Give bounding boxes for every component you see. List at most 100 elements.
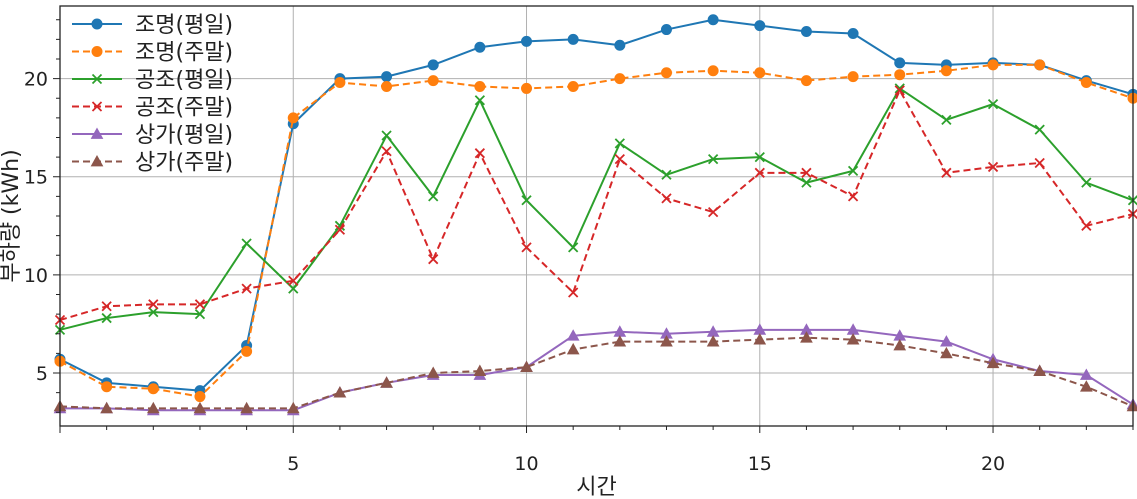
series-layer [53, 14, 1137, 416]
data-point [241, 283, 252, 294]
series-1 [54, 59, 1137, 403]
data-point [567, 33, 579, 45]
data-point [800, 26, 812, 38]
legend-marker [91, 18, 103, 30]
marker-stroke [661, 169, 672, 180]
data-point [1079, 380, 1093, 392]
data-point [847, 165, 859, 176]
legend-item: 조명(평일) [72, 13, 233, 38]
data-point [521, 195, 532, 206]
series-3 [54, 85, 1137, 326]
data-point [800, 75, 812, 87]
marker-stroke [91, 101, 103, 112]
data-point [474, 95, 486, 106]
data-point [521, 82, 533, 94]
data-point [521, 35, 533, 47]
data-point [754, 20, 766, 32]
legend-label: 조명(주말) [135, 41, 233, 66]
marker-stroke [334, 220, 346, 231]
data-point [847, 191, 859, 202]
data-point [334, 77, 346, 89]
x-tick-label: 15 [748, 453, 772, 475]
marker-stroke [801, 167, 812, 178]
data-point [381, 80, 393, 92]
marker-stroke [474, 148, 486, 159]
data-point [568, 287, 579, 298]
marker-stroke [91, 73, 103, 85]
data-point [987, 161, 999, 173]
marker-stroke [288, 283, 299, 294]
legend-item: 공조(주말) [72, 96, 233, 121]
marker-stroke [847, 191, 859, 202]
data-point [894, 69, 906, 81]
data-point [1081, 220, 1092, 231]
data-point [428, 254, 439, 265]
marker-stroke [148, 299, 159, 310]
data-point [1080, 77, 1092, 89]
data-point [940, 335, 953, 347]
axis-ticks: 5 10 15 20 5 10 15 20 [24, 19, 1134, 475]
data-point [474, 80, 486, 92]
data-point [381, 146, 392, 157]
data-point [1033, 364, 1047, 376]
series-4 [53, 323, 1137, 416]
data-point [660, 67, 672, 79]
x-tick-label: 5 [287, 453, 299, 475]
marker-stroke [707, 153, 719, 165]
marker-stroke [987, 161, 999, 173]
x-axis-label: 시간 [576, 475, 616, 499]
y-axis-label: 부하량 (kWh) [0, 149, 24, 282]
data-point [474, 41, 486, 53]
data-point [241, 345, 253, 357]
data-point [148, 307, 159, 318]
data-point [520, 360, 533, 373]
data-point [940, 65, 952, 77]
series-5 [53, 331, 1137, 414]
legend-marker [90, 127, 104, 139]
legend-item: 상가(주말) [72, 151, 233, 176]
series-line [59, 18, 1134, 392]
legend-marker [91, 73, 103, 85]
data-point [613, 335, 627, 347]
data-point [986, 356, 1000, 369]
marker-stroke [1081, 220, 1092, 231]
data-point [987, 98, 999, 110]
data-point [660, 24, 672, 36]
data-point [194, 391, 206, 403]
data-point [801, 167, 812, 178]
y-tick-label: 15 [24, 167, 48, 189]
data-point [194, 299, 206, 310]
data-point [101, 312, 112, 324]
legend: 조명(평일) 조명(주말)공조(평일) 공조(주말)상가(평일) 상가(주말) [72, 13, 233, 176]
data-point [1079, 368, 1093, 380]
data-point [334, 220, 346, 231]
data-point [1081, 177, 1092, 188]
marker-stroke [194, 308, 206, 320]
legend-label: 상가(평일) [135, 123, 233, 148]
series-line [60, 328, 1134, 412]
marker-stroke [334, 224, 346, 235]
data-point [148, 299, 159, 310]
data-point [706, 335, 720, 347]
marker-stroke [381, 146, 392, 157]
data-point [894, 83, 905, 94]
data-point [707, 153, 719, 165]
data-point [941, 114, 952, 125]
marker-stroke [428, 254, 439, 265]
data-point [847, 71, 859, 83]
series-line [59, 336, 1134, 410]
data-point [428, 191, 439, 202]
data-point [147, 383, 159, 395]
marker-stroke [754, 167, 765, 178]
data-point [614, 153, 625, 165]
x-tick-label: 20 [981, 453, 1005, 475]
legend-item: 상가(평일) [72, 123, 233, 148]
data-point [614, 39, 626, 51]
marker-stroke [568, 287, 579, 298]
series-line [59, 63, 1134, 398]
marker-stroke [661, 193, 672, 204]
series-2 [54, 83, 1137, 335]
legend-item: 조명(주말) [72, 41, 233, 66]
data-point [707, 206, 719, 218]
